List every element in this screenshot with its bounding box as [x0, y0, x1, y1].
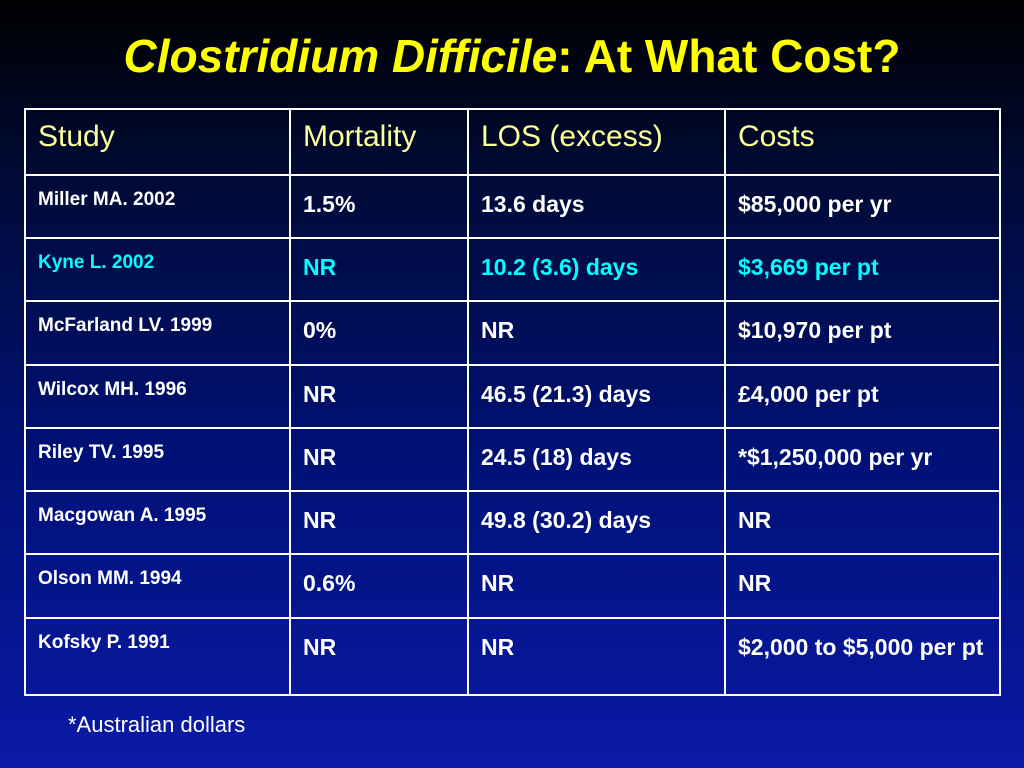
table-header-row: Study Mortality LOS (excess) Costs [24, 108, 1001, 176]
table-row: Kofsky P. 1991 NR NR $2,000 to $5,000 pe… [24, 616, 1001, 697]
study-cell: Kyne L. 2002 [24, 237, 291, 303]
slide-title-rest: : At What Cost? [557, 30, 901, 82]
table-row: Riley TV. 1995 NR 24.5 (18) days *$1,250… [24, 426, 1001, 493]
study-cell: Miller MA. 2002 [24, 173, 291, 240]
los-cell: NR [467, 300, 726, 366]
slide-title-italic: Clostridium Difficile [123, 30, 558, 82]
mortality-cell: NR [289, 363, 469, 429]
mortality-cell: NR [289, 426, 469, 493]
costs-cell: $10,970 per pt [724, 300, 1001, 366]
study-cell: Kofsky P. 1991 [24, 616, 291, 697]
costs-cell: $85,000 per yr [724, 173, 1001, 240]
mortality-cell: 0% [289, 300, 469, 366]
table-row: Wilcox MH. 1996 NR 46.5 (21.3) days £4,0… [24, 363, 1001, 429]
header-study: Study [24, 108, 291, 176]
study-table: Study Mortality LOS (excess) Costs Mille… [24, 108, 1001, 697]
header-mortality: Mortality [289, 108, 469, 176]
mortality-cell: NR [289, 616, 469, 697]
table-row-highlighted: Kyne L. 2002 NR 10.2 (3.6) days $3,669 p… [24, 237, 1001, 303]
study-cell: Olson MM. 1994 [24, 553, 291, 619]
los-cell: NR [467, 616, 726, 697]
costs-cell: $3,669 per pt [724, 237, 1001, 303]
slide-title: Clostridium Difficile: At What Cost? [0, 30, 1024, 83]
study-cell: Riley TV. 1995 [24, 426, 291, 493]
header-los: LOS (excess) [467, 108, 726, 176]
table-row: Miller MA. 2002 1.5% 13.6 days $85,000 p… [24, 173, 1001, 240]
los-cell: 46.5 (21.3) days [467, 363, 726, 429]
los-cell: 13.6 days [467, 173, 726, 240]
table-row: Macgowan A. 1995 NR 49.8 (30.2) days NR [24, 490, 1001, 556]
mortality-cell: NR [289, 490, 469, 556]
study-cell: Macgowan A. 1995 [24, 490, 291, 556]
costs-cell: £4,000 per pt [724, 363, 1001, 429]
study-cell: Wilcox MH. 1996 [24, 363, 291, 429]
header-costs: Costs [724, 108, 1001, 176]
costs-cell: *$1,250,000 per yr [724, 426, 1001, 493]
los-cell: 24.5 (18) days [467, 426, 726, 493]
los-cell: 10.2 (3.6) days [467, 237, 726, 303]
footnote: *Australian dollars [68, 712, 246, 737]
los-cell: 49.8 (30.2) days [467, 490, 726, 556]
mortality-cell: 1.5% [289, 173, 469, 240]
mortality-cell: 0.6% [289, 553, 469, 619]
costs-cell: NR [724, 553, 1001, 619]
costs-cell: $2,000 to $5,000 per pt [724, 616, 1001, 697]
study-cell: McFarland LV. 1999 [24, 300, 291, 366]
mortality-cell: NR [289, 237, 469, 303]
costs-cell: NR [724, 490, 1001, 556]
table-row: Olson MM. 1994 0.6% NR NR [24, 553, 1001, 619]
los-cell: NR [467, 553, 726, 619]
table-row: McFarland LV. 1999 0% NR $10,970 per pt [24, 300, 1001, 366]
